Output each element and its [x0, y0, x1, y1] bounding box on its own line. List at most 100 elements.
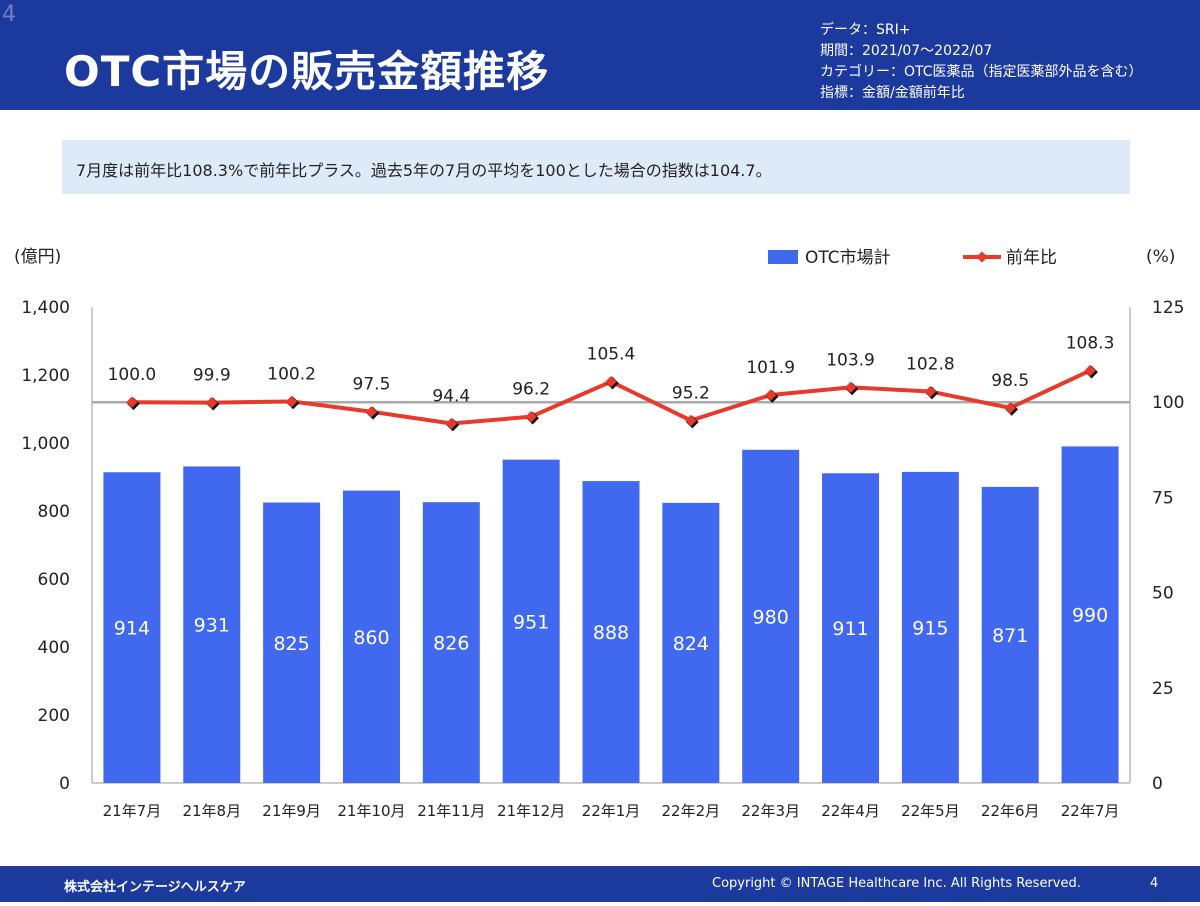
x-tick-label: 22年5月	[901, 802, 960, 820]
bar-value-label: 915	[912, 617, 948, 639]
yoy-value-label: 100.2	[267, 364, 316, 384]
bar	[822, 473, 880, 783]
right-tick-label: 25	[1152, 679, 1174, 699]
right-tick-label: 75	[1152, 488, 1174, 508]
x-tick-label: 21年11月	[417, 802, 485, 820]
legend-bar-swatch	[768, 250, 798, 264]
bar-value-label: 931	[194, 615, 230, 637]
left-tick-label: 800	[38, 502, 70, 522]
x-tick-label: 21年12月	[497, 802, 565, 820]
legend-line-label: 前年比	[1006, 248, 1057, 268]
meta-indicator: 指標：金額/金額前年比	[820, 85, 965, 101]
bar	[582, 481, 640, 783]
x-tick-label: 22年3月	[741, 802, 800, 820]
yoy-value-label: 95.2	[672, 383, 710, 403]
footer-copyright: Copyright © INTAGE Healthcare Inc. All R…	[712, 876, 1081, 891]
left-tick-label: 1,200	[21, 366, 70, 386]
yoy-value-label: 108.3	[1066, 334, 1115, 354]
bar	[742, 449, 800, 783]
yoy-marker	[844, 381, 857, 394]
x-tick-label: 22年7月	[1061, 802, 1120, 820]
yoy-marker	[765, 389, 777, 401]
x-tick-label: 21年9月	[262, 802, 321, 820]
bar-value-label: 888	[593, 622, 629, 644]
x-tick-label: 22年6月	[981, 802, 1040, 820]
yoy-marker	[1084, 364, 1096, 377]
bar	[901, 471, 959, 783]
yoy-marker	[605, 375, 617, 388]
summary-box: 7月度は前年比108.3%で前年比プラス。過去5年の7月の平均を100とした場合…	[62, 140, 1130, 194]
bar	[1061, 446, 1119, 783]
left-tick-label: 600	[38, 570, 70, 590]
sales-combo-chart: 0 200 400 600 800 1,000 1,200 1,400 0 25 50 75 100 12…	[14, 247, 1184, 820]
x-tick-label: 22年1月	[582, 802, 641, 820]
x-tick-label: 21年8月	[182, 802, 241, 820]
yoy-value-label: 99.9	[193, 366, 231, 386]
bar-value-label: 911	[832, 618, 868, 640]
yoy-marker	[525, 411, 537, 423]
bar	[183, 466, 241, 783]
yoy-value-label: 102.8	[906, 355, 955, 375]
meta-period: 期間：2021/07〜2022/07	[820, 43, 993, 59]
slide-number-top: 4	[2, 2, 16, 27]
legend-bar-label: OTC市場計	[805, 248, 891, 268]
x-tick-label: 22年2月	[662, 802, 721, 820]
right-axis-unit: (%)	[1146, 247, 1175, 267]
right-tick-label: 100	[1152, 393, 1184, 413]
page-title: OTC市場の販売金額推移	[64, 47, 550, 96]
bar-value-label: 825	[273, 633, 309, 655]
left-tick-label: 0	[59, 774, 70, 794]
bar-value-label: 914	[114, 618, 150, 640]
right-tick-label: 0	[1152, 774, 1163, 794]
yoy-value-label: 96.2	[512, 380, 550, 400]
footer-bar: 株式会社インテージヘルスケア Copyright © INTAGE Health…	[0, 866, 1200, 902]
footer-page-number: 4	[1150, 876, 1159, 891]
right-tick-label: 125	[1152, 298, 1184, 318]
yoy-marker	[365, 406, 378, 418]
bar	[662, 502, 720, 783]
bar	[263, 502, 321, 783]
bar	[502, 459, 560, 783]
header-banner: 4 OTC市場の販売金額推移 データ：SRI+ 期間：2021/07〜2022/…	[0, 0, 1200, 110]
bar	[981, 486, 1039, 783]
yoy-value-label: 98.5	[991, 371, 1029, 391]
bar	[103, 472, 161, 783]
meta-data-source: データ：SRI+	[820, 22, 911, 38]
right-tick-label: 50	[1152, 584, 1174, 604]
bar-value-label: 951	[513, 611, 549, 633]
left-tick-label: 400	[38, 638, 70, 658]
left-tick-label: 1,400	[21, 298, 70, 318]
legend-line-marker	[976, 251, 988, 263]
yoy-marker	[924, 385, 937, 398]
bar-value-label: 824	[673, 633, 709, 655]
yoy-marker	[285, 395, 298, 408]
x-tick-label: 21年7月	[103, 802, 162, 820]
yoy-value-label: 101.9	[746, 358, 795, 378]
yoy-value-label: 105.4	[587, 345, 636, 365]
footer-company: 株式会社インテージヘルスケア	[64, 880, 246, 895]
yoy-value-label: 103.9	[826, 350, 875, 370]
yoy-marker	[1004, 402, 1016, 414]
yoy-marker	[206, 396, 218, 409]
bar	[342, 490, 400, 783]
x-tick-label: 21年10月	[337, 802, 405, 820]
chart-container: 0 200 400 600 800 1,000 1,200 1,400 0 25 50 75 100 12…	[0, 230, 1200, 830]
bar-value-label: 826	[433, 633, 469, 655]
meta-category: カテゴリー：OTC医薬品（指定医薬部外品を含む）	[820, 64, 1143, 80]
bar-value-label: 871	[992, 625, 1028, 647]
yoy-value-label: 97.5	[353, 375, 391, 395]
yoy-marker	[685, 414, 697, 427]
bar	[422, 502, 480, 783]
left-tick-label: 200	[38, 706, 70, 726]
left-axis-unit: (億円)	[14, 247, 61, 267]
bar-value-label: 990	[1072, 605, 1108, 627]
yoy-value-label: 94.4	[432, 387, 470, 407]
yoy-marker	[126, 396, 138, 408]
x-tick-label: 22年4月	[821, 802, 880, 820]
bar-value-label: 860	[353, 627, 389, 649]
bar-value-label: 980	[753, 606, 789, 628]
meta-info: データ：SRI+ 期間：2021/07〜2022/07 カテゴリー：OTC医薬品…	[820, 20, 1143, 104]
left-tick-label: 1,000	[21, 434, 70, 454]
yoy-value-label: 100.0	[108, 365, 157, 385]
yoy-marker	[445, 417, 457, 430]
